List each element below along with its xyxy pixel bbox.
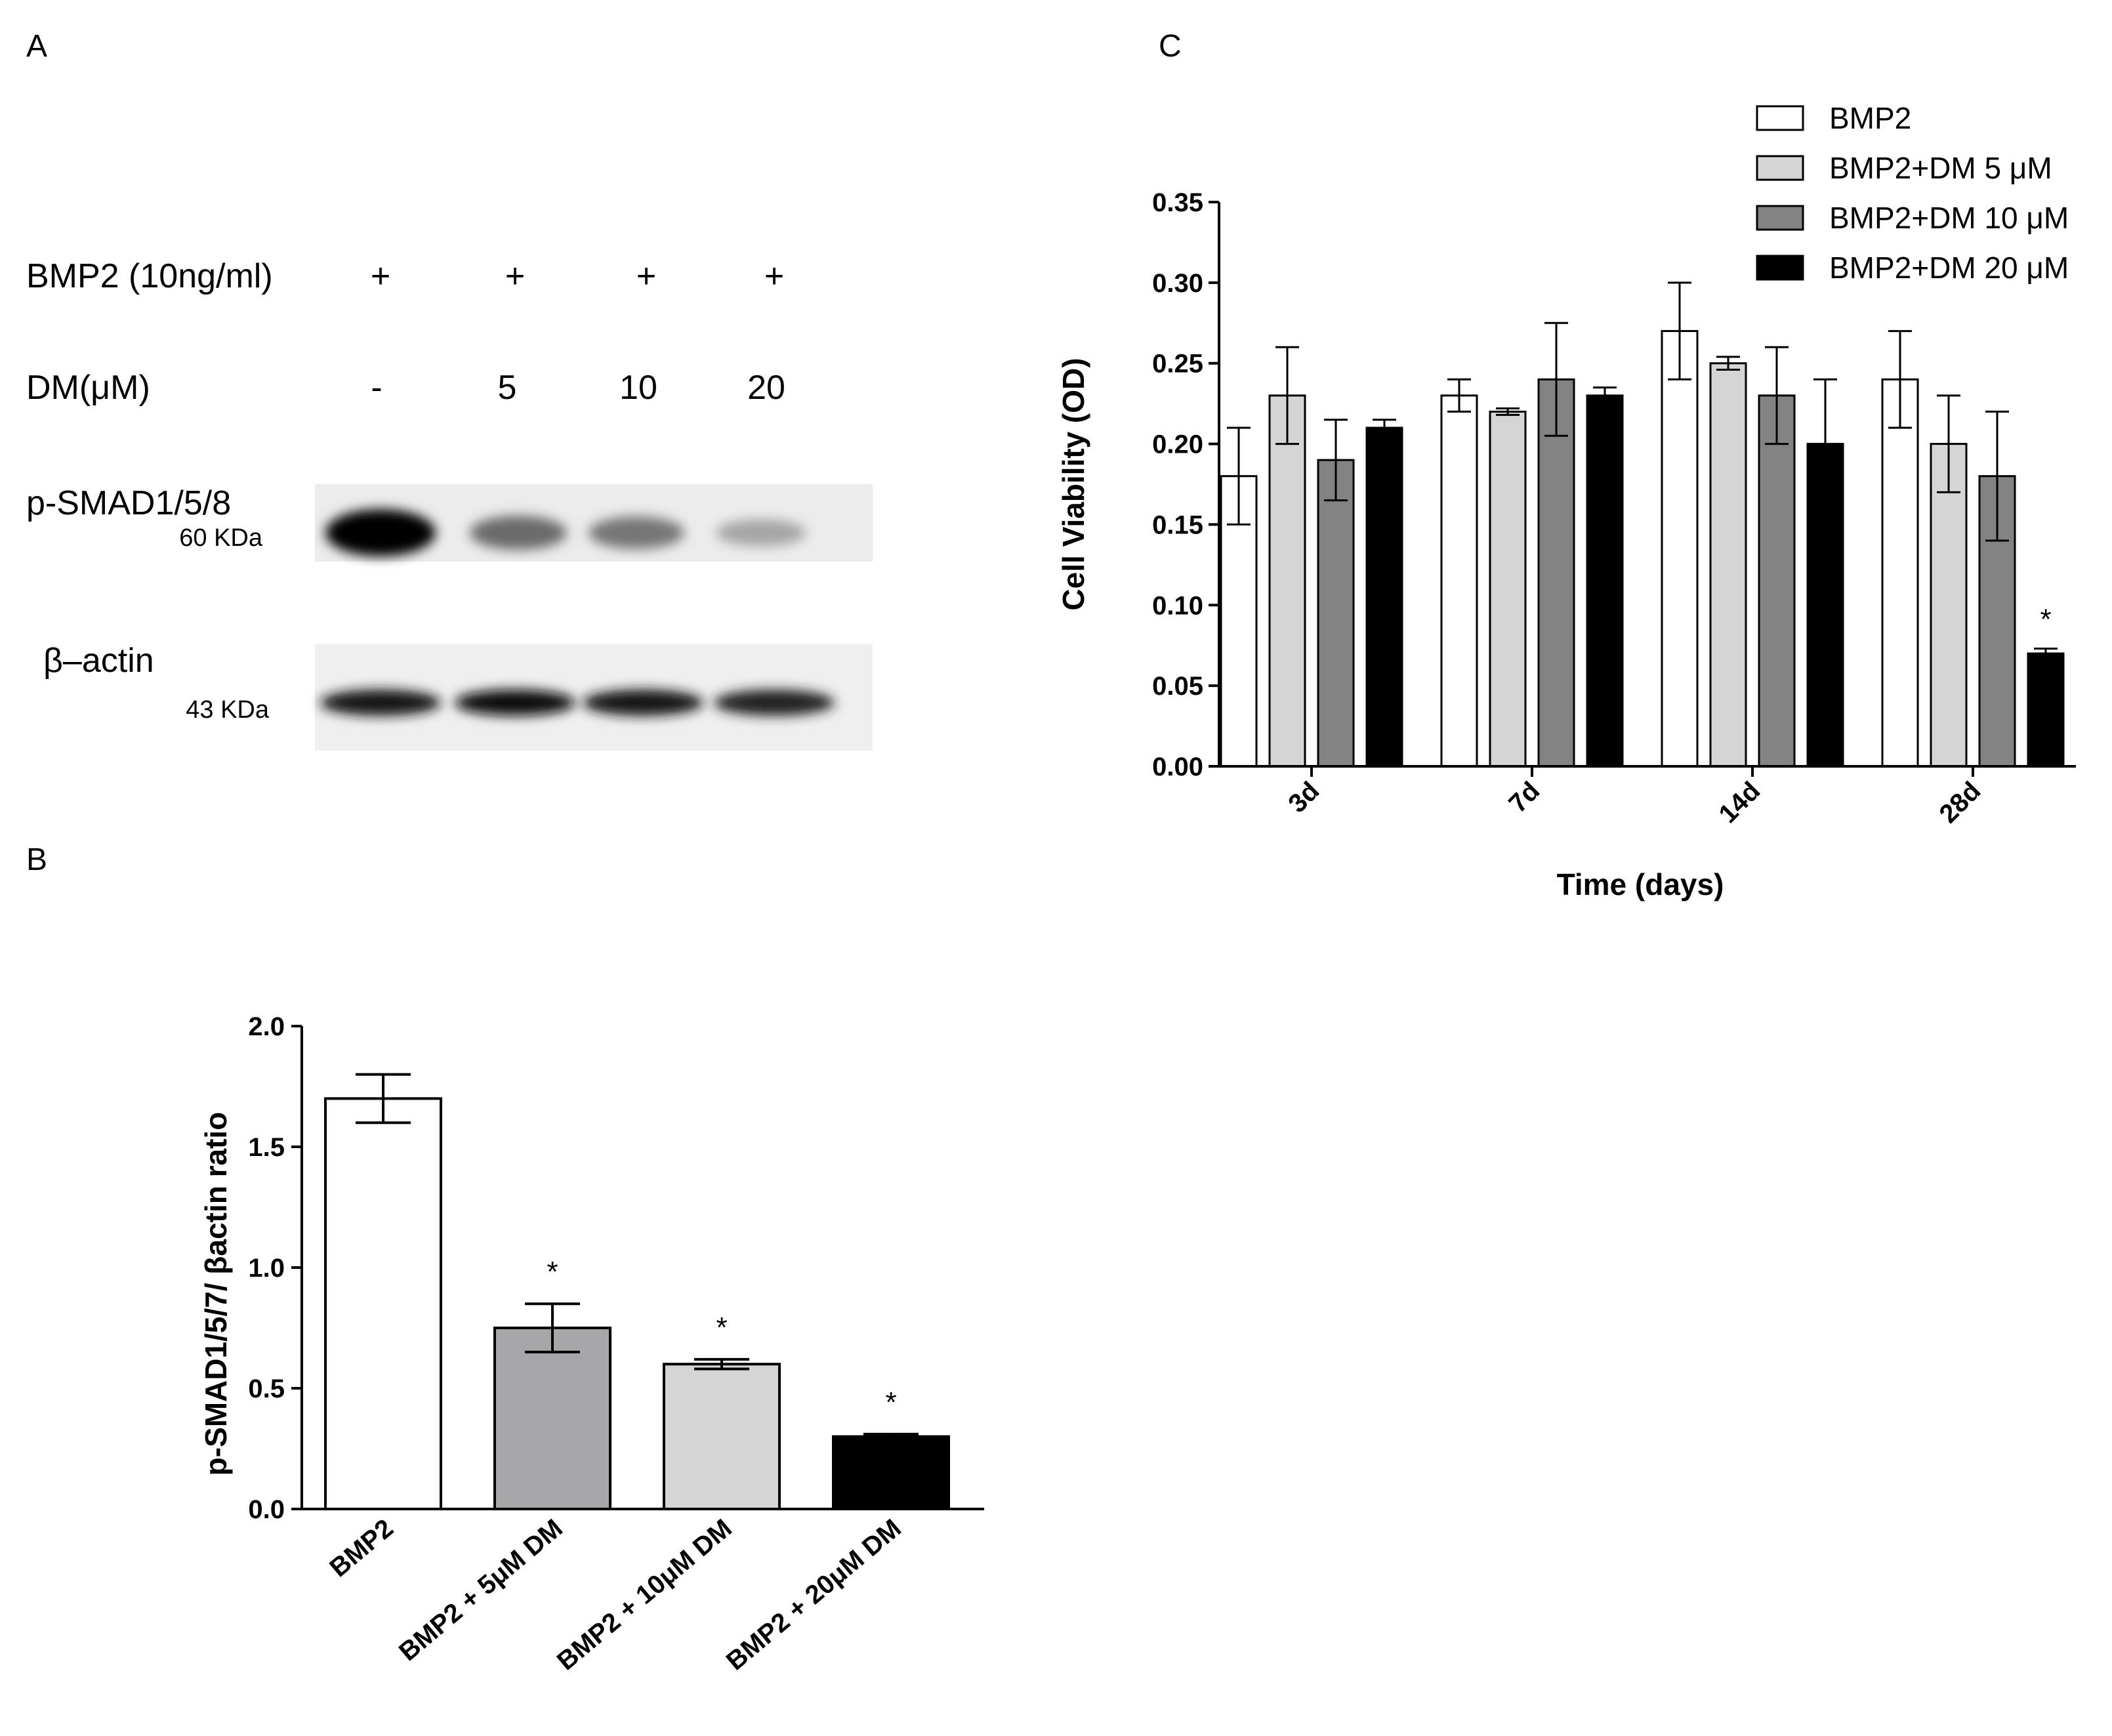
actin-band <box>455 690 575 716</box>
bar-c <box>1661 330 1699 768</box>
psmad-band <box>716 519 806 547</box>
bar-c <box>1586 394 1624 768</box>
legend-label: BMP2+DM 10 μM <box>1829 201 2069 235</box>
bmp2-sign: + <box>636 257 656 295</box>
panel-label-c: C <box>1159 29 1182 64</box>
legend-swatch <box>1756 205 1804 231</box>
bar-c <box>1758 394 1796 768</box>
y-axis-title-b: p-SMAD1/5/7/ βactin ratio <box>199 1112 233 1476</box>
x-tick-label-b: BMP2 + 10μM DM <box>552 1514 737 1676</box>
bar-c <box>1317 459 1355 768</box>
bar-c <box>1440 394 1478 768</box>
significance-star-b: * <box>547 1256 558 1288</box>
dm-value: 20 <box>747 369 785 407</box>
bar-c <box>1881 378 1919 768</box>
panel-label-a: A <box>26 29 47 64</box>
dm-value: 5 <box>498 369 517 407</box>
bar-c <box>2027 652 2065 768</box>
y-tick-label-b: 1.5 <box>248 1133 285 1162</box>
significance-star-b: * <box>716 1312 727 1344</box>
legend-swatch <box>1756 255 1804 281</box>
bar-c <box>1537 378 1575 768</box>
y-tick-label-c: 0.35 <box>1152 188 1203 217</box>
actin-row-label: β–actin <box>43 642 154 680</box>
psmad-band <box>325 509 436 556</box>
bmp2-sign: + <box>505 257 525 295</box>
y-tick-label-c: 0.10 <box>1152 591 1203 620</box>
x-tick-label-c: 28d <box>1934 776 1987 829</box>
western-blot-panel: BMP2 (10ng/ml) DM(μM) p-SMAD1/5/8 60 KDa… <box>26 257 873 751</box>
legend-label: BMP2+DM 20 μM <box>1829 251 2069 285</box>
dm-value: 10 <box>619 369 657 407</box>
dm-row-label: DM(μM) <box>26 369 150 407</box>
bmp2-sign: + <box>371 257 390 295</box>
y-tick-label-c: 0.05 <box>1152 672 1203 701</box>
bar-c <box>1489 410 1527 768</box>
y-tick-label-c: 0.00 <box>1152 753 1203 781</box>
psmad-band <box>469 515 568 550</box>
actin-band <box>583 690 703 716</box>
chart-c: * 3d 7d 14d 28d 0.00 0.05 0.10 0.15 0.20 0.25 0.30… <box>1056 101 2076 901</box>
panel-label-b: B <box>26 842 47 877</box>
y-tick-label-c: 0.25 <box>1152 350 1203 379</box>
bar-b <box>832 1435 950 1511</box>
y-tick-label-b: 1.0 <box>248 1254 285 1283</box>
x-axis-title-c: Time (days) <box>1557 867 1724 901</box>
bar-c <box>1268 394 1306 768</box>
bar-b <box>324 1097 442 1510</box>
bar-c <box>1709 362 1747 768</box>
bar-c <box>1365 426 1403 768</box>
y-tick-label-c: 0.30 <box>1152 269 1203 298</box>
bmp2-row-label: BMP2 (10ng/ml) <box>26 257 273 295</box>
significance-star-c: * <box>2040 604 2051 636</box>
x-tick-label-c: 3d <box>1283 776 1325 818</box>
bar-b <box>663 1363 781 1510</box>
x-tick-label-c: 7d <box>1503 776 1545 818</box>
psmad-band <box>589 516 684 549</box>
bmp2-sign: + <box>764 257 784 295</box>
actin-kda-label: 43 KDa <box>186 696 270 724</box>
y-tick-label-c: 0.15 <box>1152 510 1203 539</box>
y-tick-label-c: 0.20 <box>1152 430 1203 459</box>
actin-band <box>320 690 441 716</box>
x-tick-label-b: BMP2 + 5μM DM <box>394 1514 568 1666</box>
legend-label: BMP2+DM 5 μM <box>1829 151 2052 185</box>
y-tick-label-b: 2.0 <box>248 1012 285 1041</box>
significance-star-b: * <box>885 1386 896 1418</box>
y-tick-label-b: 0.5 <box>248 1374 285 1403</box>
y-axis-title-c: Cell Viability (OD) <box>1056 358 1090 610</box>
psmad-row-label: p-SMAD1/5/8 <box>26 484 231 522</box>
actin-band <box>714 690 835 716</box>
y-tick-label-b: 0.0 <box>248 1495 285 1524</box>
legend-label: BMP2 <box>1829 101 1911 135</box>
dm-value: - <box>371 369 382 407</box>
x-tick-label-b: BMP2 + 20μM DM <box>721 1514 907 1676</box>
x-tick-label-c: 14d <box>1714 776 1766 829</box>
bar-b <box>493 1327 611 1510</box>
legend-swatch <box>1756 105 1804 131</box>
psmad-kda-label: 60 KDa <box>179 524 263 552</box>
x-tick-label-b: BMP2 <box>324 1514 398 1582</box>
legend-swatch <box>1756 155 1804 181</box>
